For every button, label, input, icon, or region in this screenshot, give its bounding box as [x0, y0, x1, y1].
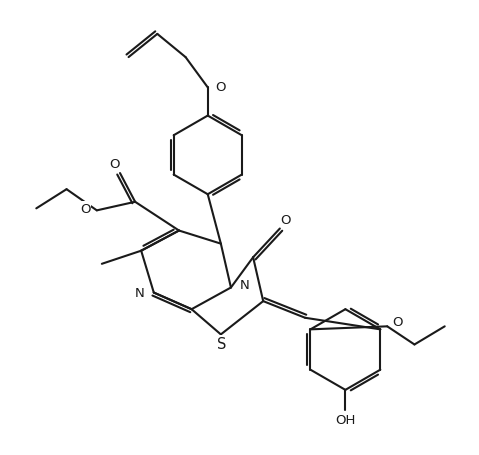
- Text: OH: OH: [335, 413, 355, 426]
- Text: O: O: [215, 81, 226, 94]
- Text: O: O: [80, 202, 91, 215]
- Text: O: O: [281, 213, 291, 227]
- Text: N: N: [135, 286, 145, 299]
- Text: O: O: [392, 315, 403, 328]
- Text: N: N: [240, 279, 250, 292]
- Text: O: O: [110, 158, 120, 171]
- Text: S: S: [217, 336, 227, 351]
